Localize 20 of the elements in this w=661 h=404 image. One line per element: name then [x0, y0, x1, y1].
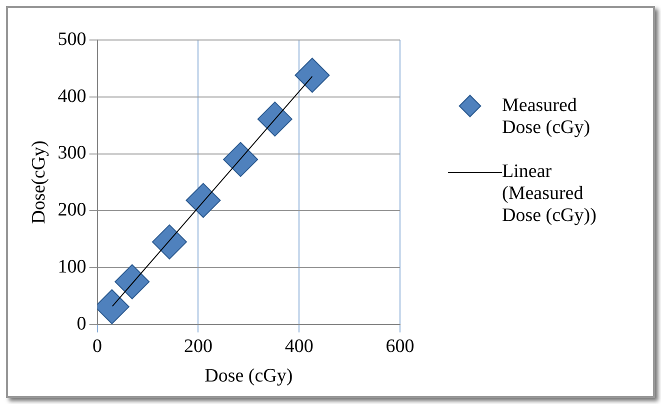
y-axis-title: Dose(cGy) [28, 140, 50, 224]
point [257, 102, 292, 137]
y-tick-label: 300 [58, 142, 86, 164]
point [114, 264, 150, 300]
point [152, 224, 187, 260]
point [294, 58, 330, 93]
x-tick-label: 200 [184, 336, 212, 357]
y-tick-label: 100 [58, 256, 86, 278]
x-tick-label: 600 [386, 336, 414, 357]
legend-label: Linear (Measured Dose (cGy)) [502, 161, 598, 227]
point [223, 142, 258, 177]
y-tick-label: 0 [76, 313, 86, 334]
y-tick-label: 400 [58, 86, 86, 107]
x-tick-label: 400 [284, 336, 314, 357]
y-tick-label: 200 [58, 200, 86, 221]
x-axis-title: Dose (cGy) [204, 366, 293, 387]
x-tick-label: 0 [92, 336, 102, 357]
y-tick-label: 500 [58, 28, 86, 50]
point [186, 182, 221, 218]
legend-label: Measured Dose (cGy) [502, 95, 592, 139]
